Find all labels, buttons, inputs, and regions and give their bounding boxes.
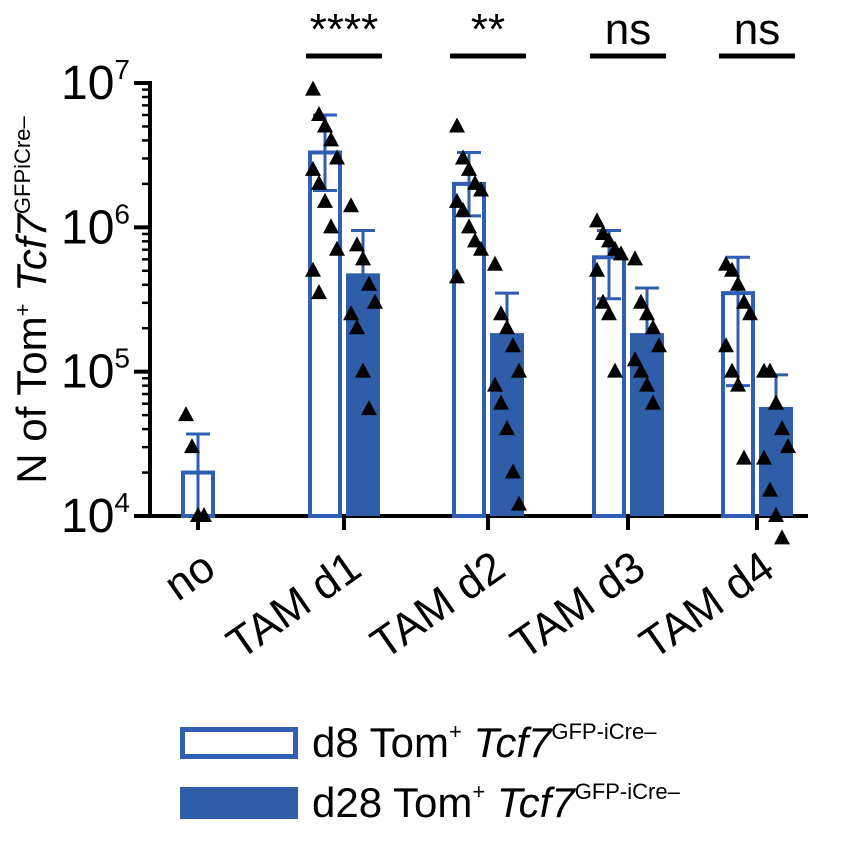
x-tick-label: TAM d3	[502, 542, 654, 669]
significance-label: ****	[310, 5, 379, 54]
x-tick-label: TAM d1	[218, 542, 370, 669]
legend-label-d28: d28 Tom+ Tcf7GFP-iCre–	[312, 779, 680, 827]
x-tick-label: no	[156, 542, 224, 610]
bar-chart: N of Tom+ Tcf7GFPiCre– 104105106107noTAM…	[0, 0, 844, 705]
x-tick-label: TAM d4	[631, 542, 783, 669]
legend-swatch-open	[180, 727, 298, 759]
y-tick-label: 106	[61, 198, 130, 254]
data-point	[768, 395, 784, 410]
data-point	[627, 250, 643, 265]
significance-label: ns	[605, 5, 651, 54]
legend-label-d8: d8 Tom+ Tcf7GFP-iCre–	[312, 719, 656, 767]
data-point	[449, 117, 465, 132]
data-point	[487, 256, 503, 271]
data-point	[355, 250, 371, 265]
data-point	[730, 276, 746, 291]
data-point	[499, 319, 515, 334]
data-point	[178, 406, 194, 421]
data-point	[589, 212, 605, 227]
data-point	[774, 529, 790, 544]
y-tick-label: 107	[61, 54, 130, 110]
y-axis-label: N of Tom+ Tcf7GFPiCre–	[8, 116, 55, 484]
x-tick-label: TAM d2	[362, 542, 514, 669]
legend: d8 Tom+ Tcf7GFP-iCre– d28 Tom+ Tcf7GFP-i…	[180, 718, 680, 838]
legend-item-d8: d8 Tom+ Tcf7GFP-iCre–	[180, 718, 680, 768]
significance-label: ns	[734, 5, 780, 54]
svg-text:N of Tom+ Tcf7GFPiCre–: N of Tom+ Tcf7GFPiCre–	[8, 116, 55, 484]
y-tick-label: 104	[61, 487, 130, 543]
data-point	[305, 81, 321, 96]
significance-label: **	[471, 5, 505, 54]
legend-swatch-filled	[180, 787, 298, 819]
data-point	[343, 197, 359, 212]
bar-open	[454, 184, 484, 516]
legend-item-d28: d28 Tom+ Tcf7GFP-iCre–	[180, 778, 680, 828]
y-tick-label: 105	[61, 343, 130, 399]
